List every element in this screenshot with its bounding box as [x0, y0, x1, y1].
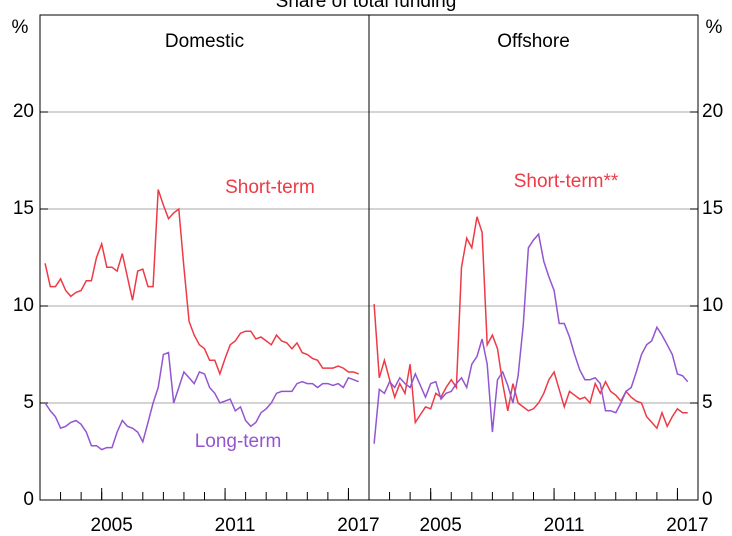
series-line	[44, 189, 359, 377]
x-tick-label: 2017	[337, 515, 379, 536]
x-tick-label: 2017	[666, 515, 708, 536]
y2-tick-label: 10	[702, 295, 723, 316]
y2-tick-label: 5	[702, 392, 713, 413]
series-line	[373, 216, 688, 430]
y-tick-label: 5	[23, 392, 34, 413]
y2-tick-label: 15	[702, 198, 723, 219]
series-label: Short-term	[225, 177, 315, 198]
x-tick-label: 2011	[215, 515, 256, 536]
chart-title: Share of total funding	[276, 0, 457, 12]
y2-tick-label: 0	[702, 489, 713, 510]
y-tick-label: 15	[13, 198, 34, 219]
series-label: Long-term	[195, 431, 282, 452]
y-tick-label: 20	[13, 101, 34, 122]
y-tick-label: 0	[23, 489, 34, 510]
x-tick-label: 2005	[420, 515, 462, 536]
series-line	[44, 351, 359, 451]
y2-tick-label: 20	[702, 101, 723, 122]
y-unit-left: %	[12, 17, 29, 38]
y-unit-right: %	[706, 17, 723, 38]
x-tick-label: 2005	[91, 515, 133, 536]
series-label: Short-term**	[514, 171, 619, 192]
series-line	[373, 232, 689, 444]
panel-title: Domestic	[165, 31, 244, 52]
panel-title: Offshore	[497, 31, 570, 52]
x-tick-label: 2011	[544, 515, 585, 536]
y-tick-label: 10	[13, 295, 34, 316]
